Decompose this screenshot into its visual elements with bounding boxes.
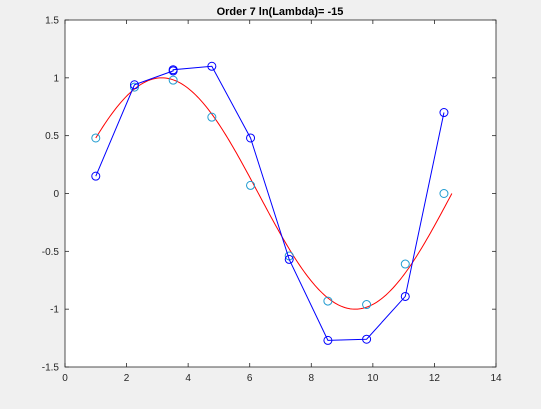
polyfit-point-marker	[168, 65, 178, 75]
polyfit-point-marker	[400, 291, 410, 301]
sample-point-marker	[362, 300, 372, 310]
x-tick-label: 0	[62, 373, 68, 384]
y-tick-label: -0.5	[42, 247, 60, 258]
y-tick-label: 1	[53, 73, 59, 84]
x-tick-label: 14	[490, 373, 502, 384]
x-tick-label: 8	[309, 373, 315, 384]
sample-point-marker	[207, 112, 217, 122]
chart-title: Order 7 ln(Lambda)= -15	[217, 6, 344, 18]
polyfit-point-marker	[129, 80, 139, 90]
polyfit-point-marker	[284, 254, 294, 264]
sample-point-marker	[129, 82, 139, 92]
sample-point-marker	[246, 180, 256, 190]
x-tick-label: 4	[185, 373, 191, 384]
sample-point-marker	[168, 75, 178, 85]
polyfit-point-marker	[439, 108, 449, 118]
sample-point-marker	[439, 189, 449, 198]
polyfit-point-marker	[246, 133, 256, 143]
x-tick-label: 6	[247, 373, 253, 384]
polyfit-line	[95, 65, 445, 341]
y-tick-label: -1.5	[42, 363, 60, 374]
y-tick-label: 1.5	[45, 16, 59, 27]
polyfit-point-marker	[362, 334, 372, 344]
y-tick-label: -1	[50, 305, 59, 316]
x-tick-label: 2	[124, 373, 130, 384]
polyfit-point-marker	[323, 335, 333, 345]
plot-area	[65, 20, 496, 367]
y-tick-label: 0.5	[45, 131, 59, 142]
sample-point-marker	[323, 296, 333, 306]
y-tick-label: 0	[53, 189, 59, 200]
sample-point-marker	[400, 259, 410, 269]
x-tick-label: 10	[367, 373, 379, 384]
polyfit-point-marker	[207, 61, 217, 71]
polyfit-point-marker	[91, 171, 101, 181]
x-tick-label: 12	[429, 373, 441, 384]
fit-curve-line	[95, 77, 453, 310]
sample-point-marker	[91, 133, 101, 143]
